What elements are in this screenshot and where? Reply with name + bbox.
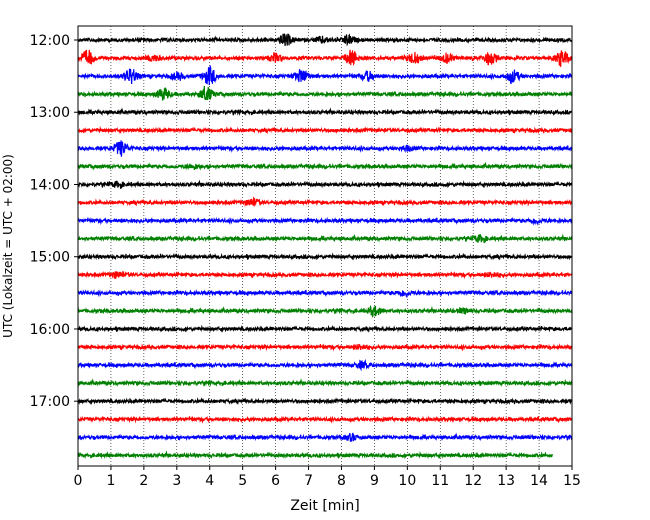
trace-1230 — [77, 64, 573, 86]
trace-1730 — [77, 432, 573, 442]
y-tick-label: 12:00 — [30, 33, 70, 49]
plot-frame — [77, 25, 573, 467]
x-tick-label: 9 — [370, 473, 379, 489]
trace-1300 — [77, 107, 573, 117]
x-tick-label: 15 — [563, 473, 581, 489]
trace-1600 — [77, 324, 573, 333]
x-axis-ticks: 0 1 2 3 4 5 6 7 8 9 10 11 12 13 14 15 — [74, 466, 581, 489]
trace-1630 — [77, 358, 573, 372]
x-tick-label: 5 — [238, 473, 247, 489]
x-tick-label: 13 — [497, 473, 515, 489]
x-tick-label: 8 — [337, 473, 346, 489]
trace-1715 — [77, 415, 573, 424]
trace-1400 — [77, 179, 573, 189]
x-tick-label: 1 — [106, 473, 115, 489]
trace-1215 — [77, 49, 573, 67]
trace-1645 — [77, 378, 573, 387]
x-tick-label: 7 — [304, 473, 313, 489]
trace-1430 — [77, 216, 573, 226]
trace-1745 — [77, 450, 553, 460]
trace-1330 — [77, 140, 573, 157]
x-tick-label: 0 — [74, 473, 83, 489]
trace-1545 — [77, 304, 573, 318]
trace-1530 — [77, 288, 573, 299]
x-tick-label: 10 — [398, 473, 416, 489]
trace-1445 — [77, 233, 573, 244]
x-tick-label: 4 — [205, 473, 214, 489]
trace-1345 — [77, 161, 573, 171]
trace-1245 — [77, 85, 573, 101]
trace-1500 — [77, 252, 573, 261]
x-tick-label: 3 — [172, 473, 181, 489]
trace-1315 — [77, 125, 573, 135]
x-axis-label: Zeit [min] — [290, 498, 359, 514]
x-tick-label: 6 — [271, 473, 280, 489]
x-tick-label: 2 — [139, 473, 148, 489]
x-gridlines — [110, 26, 540, 466]
trace-1615 — [77, 343, 573, 352]
y-tick-label: 16:00 — [30, 322, 70, 338]
x-tick-label: 12 — [464, 473, 482, 489]
trace-1700 — [77, 397, 573, 406]
seismogram-traces — [77, 33, 573, 460]
trace-1515 — [77, 270, 573, 280]
y-axis-label: UTC (Lokalzeit = UTC + 02:00) — [1, 154, 15, 338]
y-tick-label: 15:00 — [30, 250, 70, 266]
y-tick-label: 13:00 — [30, 105, 70, 121]
y-tick-label: 17:00 — [30, 394, 70, 410]
y-tick-label: 14:00 — [30, 177, 70, 193]
x-tick-label: 14 — [530, 473, 548, 489]
trace-1415 — [77, 196, 573, 208]
trace-1200 — [77, 33, 573, 47]
x-tick-label: 11 — [431, 473, 449, 489]
y-axis-ticks: 12:00 13:00 14:00 15:00 16:00 17:00 — [30, 33, 78, 410]
